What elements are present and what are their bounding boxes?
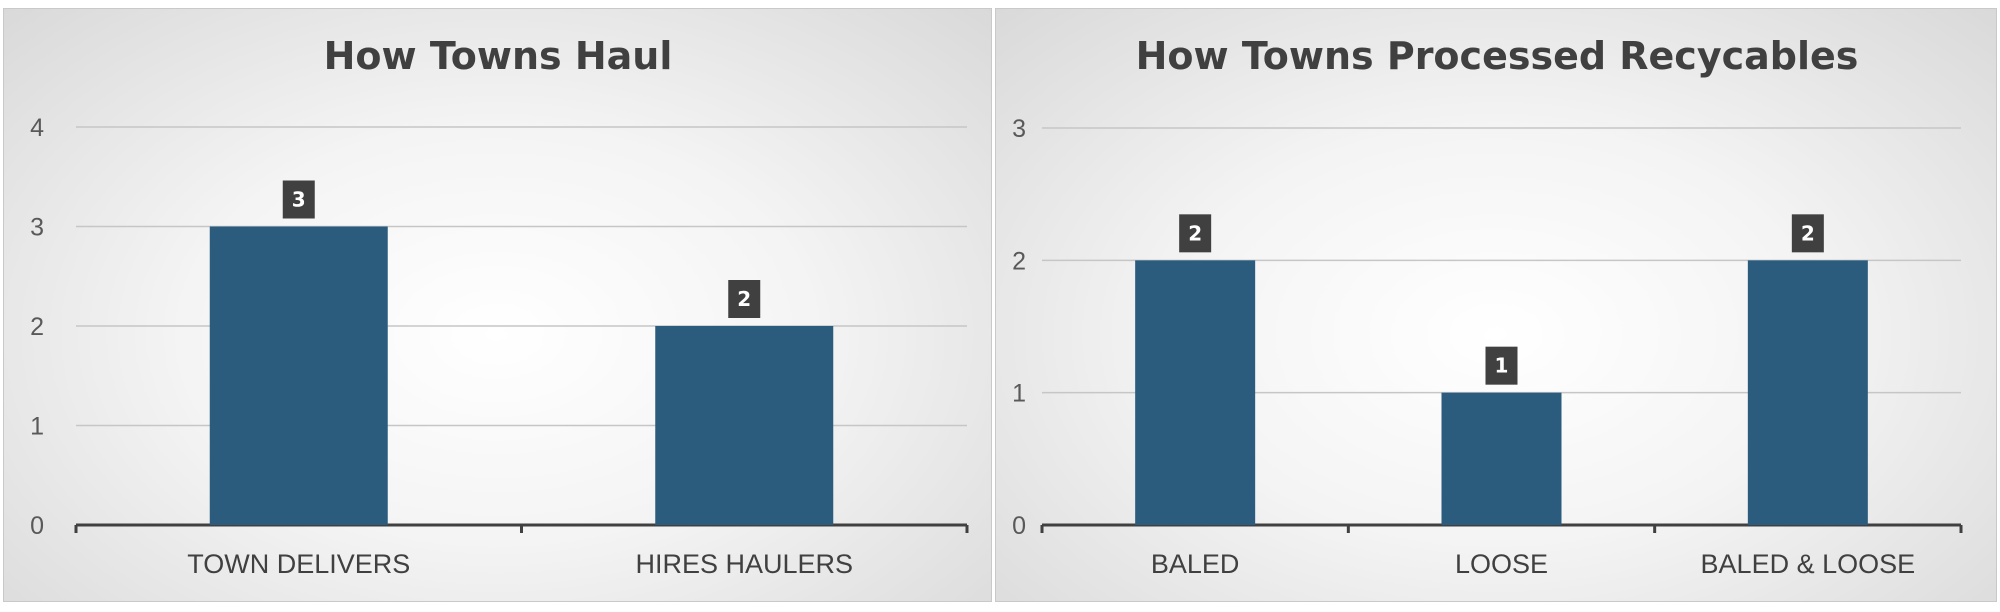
right-bar [1747,260,1868,525]
left-bar [655,326,834,525]
left-bar [209,226,388,525]
right-data-label: 2 [1188,221,1202,245]
right-bar [1135,260,1256,525]
right-y-tick-label: 1 [1012,380,1026,408]
left-data-label-box [728,280,761,318]
chart-left-svg: How Towns Haul 0 1 2 3 4 3 TOWN DELIVERS 2 HIRES… [30,34,969,579]
right-y-tick-label: 0 [1012,512,1026,540]
left-y-tick-label: 0 [30,512,44,540]
left-y-tick-label: 4 [30,114,44,142]
left-y-tick-label: 1 [30,413,44,441]
right-data-label: 1 [1495,354,1509,378]
right-data-label: 2 [1801,221,1815,245]
left-data-label-box [282,180,315,219]
left-y-tick-label: 3 [30,214,44,242]
chart-right-svg: How Towns Processed Recycables 0 1 2 3 2 BALE… [1012,34,1963,579]
right-y-tick-label: 2 [1012,247,1026,275]
left-category-label: HIRES HAULERS [635,549,853,579]
chart-panel-left: How Towns Haul 0 1 2 3 4 3 TOWN DELIVERS 2 HIRES… [3,8,992,602]
right-data-label-box [1485,346,1518,385]
right-y-tick-label: 3 [1012,115,1026,143]
left-category-label: TOWN DELIVERS [187,549,410,579]
right-category-label: BALED & LOOSE [1701,549,1916,579]
right-category-label: LOOSE [1455,549,1548,579]
chart-panel-right: How Towns Processed Recycables 0 1 2 3 2 BALE… [995,8,1997,602]
right-data-label-box [1791,214,1824,253]
right-data-label-box [1179,214,1212,253]
left-data-label: 3 [292,188,306,212]
chart-right-title: How Towns Processed Recycables [1136,34,1859,78]
left-data-label: 2 [737,287,751,311]
right-category-label: BALED [1151,549,1240,579]
chart-left-title: How Towns Haul [324,34,673,78]
right-bar [1441,392,1562,525]
left-y-tick-label: 2 [30,313,44,341]
